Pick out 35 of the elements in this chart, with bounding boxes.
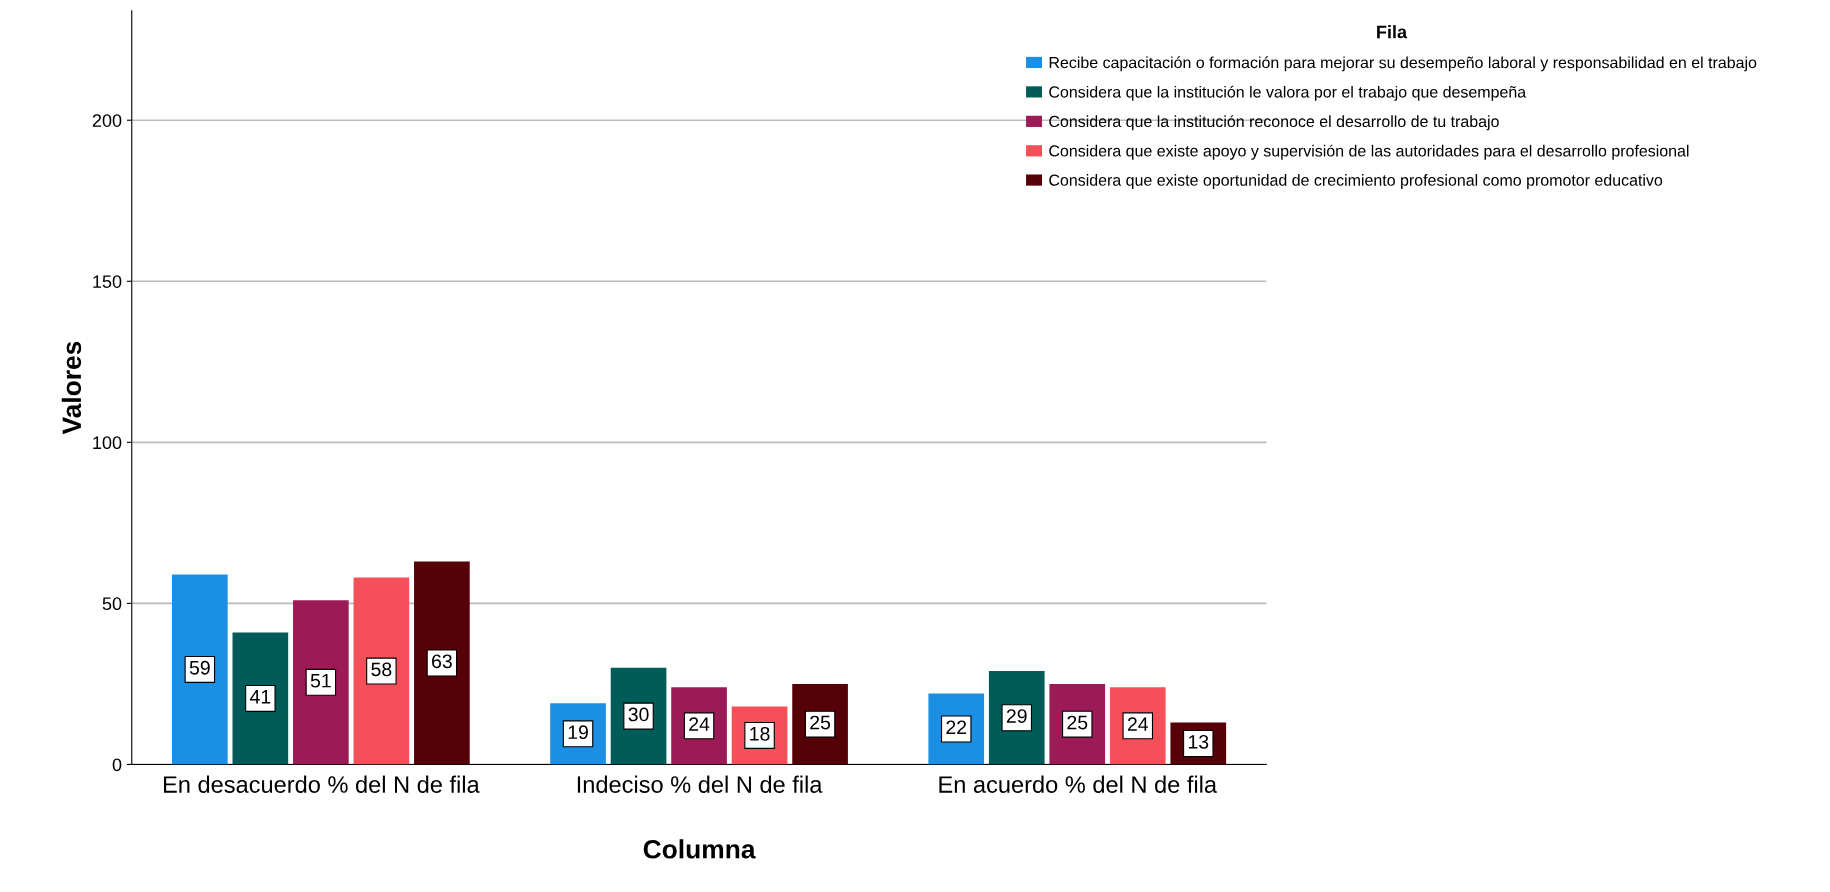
bar xyxy=(293,600,349,765)
data-label: 19 xyxy=(568,725,588,740)
data-label: 59 xyxy=(189,660,210,675)
data-label: 24 xyxy=(1127,717,1149,731)
legend-label: Recibe capacitación o formación para mejorar su desempeño laboral y responsabilidad en el trabajo xyxy=(1049,56,1757,72)
bar xyxy=(414,561,470,765)
y-tick-label: 0 xyxy=(112,758,122,772)
data-label: 63 xyxy=(432,654,452,669)
legend-label: Considera que la institución reconoce el desarrollo de tu trabajo xyxy=(1049,115,1499,131)
data-label: 41 xyxy=(249,690,271,704)
x-tick-label: En acuerdo % del N de fila xyxy=(939,775,1218,793)
data-label: 51 xyxy=(310,673,331,688)
y-tick-label: 50 xyxy=(102,597,122,611)
legend-label: Considera que existe apoyo y supervisión de las autoridades para el desarrollo profesional xyxy=(1049,144,1689,160)
legend-label: Considera que la institución le valora por el trabajo que desempeña xyxy=(1049,85,1527,101)
legend-title: Fila xyxy=(1377,25,1408,39)
x-axis-title: Columna xyxy=(643,839,756,859)
data-label: 25 xyxy=(810,715,831,730)
x-tick-label: Indeciso % del N de fila xyxy=(577,775,823,793)
y-tick-label: 150 xyxy=(93,275,122,288)
bar xyxy=(172,574,228,765)
data-label: 25 xyxy=(1067,715,1088,730)
y-tick-label: 100 xyxy=(93,436,122,450)
data-label: 30 xyxy=(628,707,649,722)
data-label: 22 xyxy=(946,720,967,735)
x-tick-label: En desacuerdo % del N de fila xyxy=(163,775,480,793)
data-label: 13 xyxy=(1188,734,1209,749)
bar xyxy=(353,577,410,765)
data-label: 29 xyxy=(1006,709,1027,723)
y-tick-label: 200 xyxy=(92,114,122,127)
y-axis-title: Valores xyxy=(61,341,82,435)
data-label: 24 xyxy=(689,717,710,731)
legend-label: Considera que existe oportunidad de crecimiento profesional como promotor educativo xyxy=(1049,174,1663,189)
data-label: 18 xyxy=(750,726,770,741)
data-label: 58 xyxy=(371,662,392,677)
